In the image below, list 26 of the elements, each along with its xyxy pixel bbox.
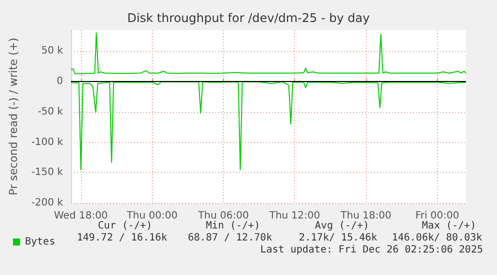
text: 68.87 / 12.70k	[188, 232, 272, 244]
y-tick-label: -200 k	[31, 198, 64, 208]
x-tick-label: Thu 18:00	[340, 210, 392, 222]
chart-title: Disk throughput for /dev/dm-25 - by day	[127, 11, 370, 25]
y-axis-title: Pr second read (-) / write (+)	[7, 38, 20, 196]
text: 146.06k/ 80.03k	[392, 232, 482, 244]
y-tick-label: 0	[56, 76, 63, 88]
legend-label: Bytes	[25, 236, 56, 248]
line-series	[70, 32, 466, 74]
x-tick-label: Thu 00:00	[126, 210, 178, 222]
y-tick-label: -150 k	[31, 167, 64, 178]
y-tick-label: -100 k	[31, 136, 64, 148]
x-tick-label: Wed 18:00	[54, 210, 108, 222]
y-tick-label: -50 k	[38, 106, 64, 118]
text: Max (-/+)	[422, 220, 476, 232]
text: Cur (-/+)	[98, 220, 152, 232]
line-series	[70, 81, 466, 170]
x-tick-label: Thu 12:00	[268, 210, 320, 222]
text: Last update: Fri Dec 26 02:25:06 2025	[260, 244, 483, 256]
text: Min (-/+)	[206, 220, 260, 232]
text: Avg (-/+)	[314, 220, 370, 232]
text: 2.17k/ 15.46k	[298, 232, 378, 244]
x-tick-label: Fri 00:00	[415, 210, 460, 222]
text: 149.72 / 16.16k	[76, 232, 168, 244]
y-tick-label: 50 k	[41, 46, 64, 57]
x-tick-label: Thu 06:00	[197, 210, 249, 222]
